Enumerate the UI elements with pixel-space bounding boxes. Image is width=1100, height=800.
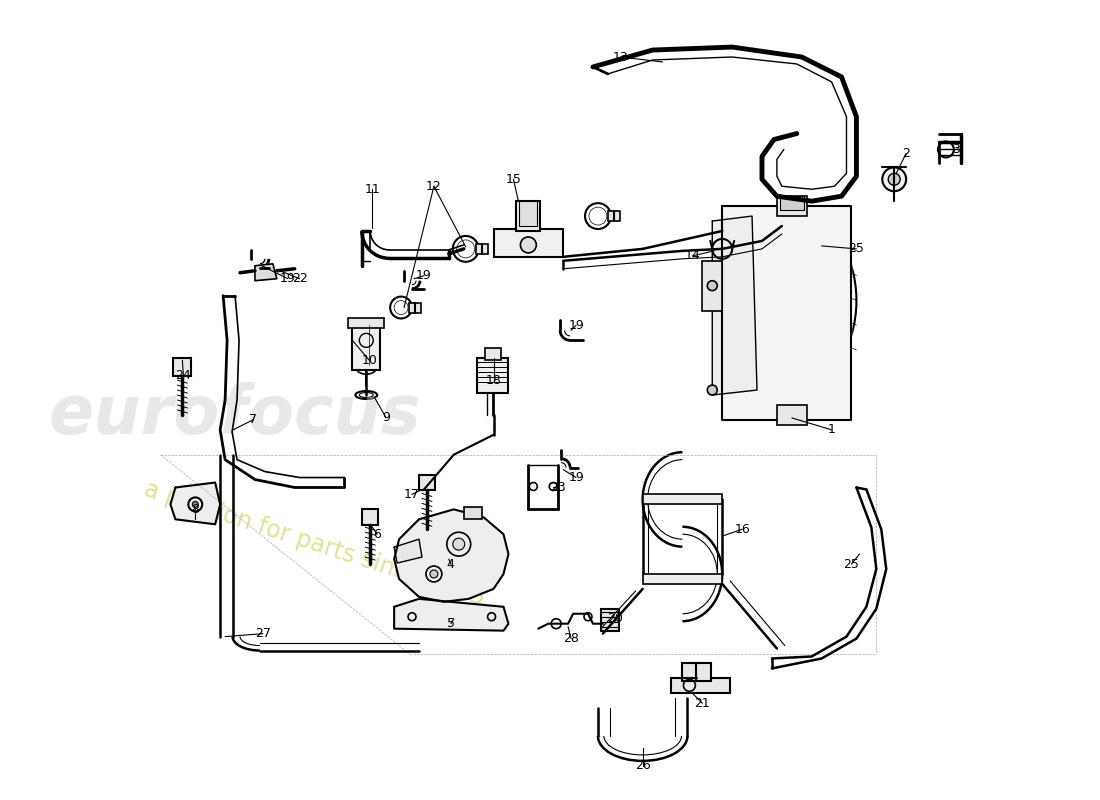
Text: 19: 19 [569,319,584,332]
Text: 20: 20 [607,612,623,626]
Text: 26: 26 [635,759,650,772]
Bar [777,405,806,425]
Text: 28: 28 [563,632,579,645]
Text: 3: 3 [952,143,960,156]
Polygon shape [170,482,220,524]
Circle shape [888,174,900,186]
Bar [642,494,723,504]
Text: 17: 17 [404,488,420,501]
Bar [642,574,723,584]
Bar [702,261,723,310]
Bar [352,326,381,370]
Text: 25: 25 [848,242,865,255]
Text: 14: 14 [684,250,701,262]
Circle shape [520,237,537,253]
Text: 10: 10 [361,354,377,366]
Text: 11: 11 [364,182,381,196]
Circle shape [192,502,198,507]
Bar [409,302,421,313]
Text: eurofocus: eurofocus [48,382,421,448]
Text: 19: 19 [569,471,584,484]
Bar [494,229,563,257]
Text: 18: 18 [485,374,502,386]
Text: 24: 24 [176,369,191,382]
Polygon shape [394,539,422,563]
Bar [682,663,697,682]
Polygon shape [713,216,757,395]
Bar [349,318,384,329]
Text: 15: 15 [506,173,521,186]
Circle shape [707,385,717,395]
Bar [608,211,619,221]
Polygon shape [255,264,277,281]
Circle shape [430,570,438,578]
Bar [516,201,540,231]
Circle shape [453,538,464,550]
Bar [696,663,712,682]
Bar [519,201,537,226]
Bar [777,196,806,216]
Bar [464,507,482,519]
Text: 1: 1 [827,423,836,436]
Bar [476,358,508,393]
Text: 19: 19 [416,270,432,282]
Circle shape [707,281,717,290]
Circle shape [882,167,906,191]
Text: 22: 22 [292,272,308,286]
Polygon shape [394,599,508,630]
Bar [671,678,730,694]
Polygon shape [723,206,851,420]
Text: 5: 5 [447,617,454,630]
Bar [362,510,378,526]
Text: 25: 25 [844,558,859,570]
Text: a passion for parts since 1985: a passion for parts since 1985 [141,478,488,610]
Bar [485,348,501,360]
Bar [780,196,804,210]
Bar [174,358,191,376]
Text: 13: 13 [613,50,629,63]
Text: 4: 4 [447,558,454,570]
Text: 16: 16 [734,522,750,536]
Bar [475,244,487,254]
Text: 23: 23 [550,481,566,494]
Text: 19: 19 [279,272,296,286]
Text: 6: 6 [373,528,382,541]
Text: 21: 21 [694,697,711,710]
Text: 8: 8 [191,503,199,516]
Bar [419,474,435,490]
Text: 9: 9 [382,411,390,424]
Polygon shape [394,510,508,602]
Text: 27: 27 [255,627,271,640]
Text: 7: 7 [249,414,257,426]
Text: 2: 2 [902,147,910,160]
Bar [601,609,619,630]
Text: 12: 12 [426,180,442,193]
